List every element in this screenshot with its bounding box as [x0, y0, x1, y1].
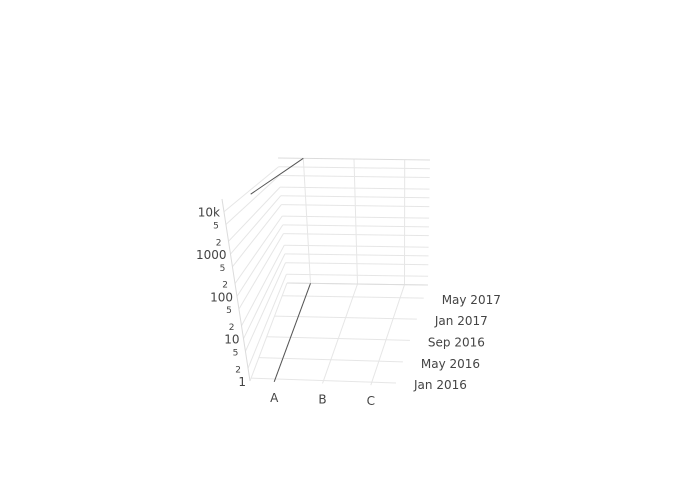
grid-line-x-floor	[370, 284, 405, 386]
grid-line-z-side	[243, 253, 286, 339]
z-axis-line	[221, 198, 251, 382]
z-minor-tick-label: 2	[235, 365, 241, 375]
grid-line-z-side	[247, 274, 287, 369]
grid-line-z-side	[241, 244, 285, 327]
grid-line-z-side	[244, 262, 286, 352]
z-minor-tick-label: 5	[233, 348, 239, 358]
grid-line-z-side	[249, 282, 288, 382]
z-minor-tick-label: 2	[216, 238, 222, 248]
grid-line-z-side	[230, 195, 282, 255]
x-tick-label: B	[318, 393, 326, 407]
top-back-edge	[277, 157, 431, 161]
z-minor-tick-label: 2	[229, 323, 235, 333]
grid-line-z-side	[234, 215, 283, 284]
y-tick-label: May 2016	[421, 357, 480, 371]
y-tick-label: Sep 2016	[428, 335, 485, 349]
chart-grid	[221, 157, 431, 386]
x-tick-label: A	[270, 391, 279, 405]
x-tick-label: C	[367, 394, 375, 408]
series-line-0	[250, 157, 304, 195]
y-tick-label: Jan 2017	[434, 314, 488, 328]
z-minor-tick-label: 5	[220, 264, 226, 274]
z-tick-label: 1	[238, 375, 246, 389]
grid-line-z-side	[232, 204, 282, 268]
chart-series	[250, 157, 311, 382]
grid-line-z-side	[225, 175, 280, 225]
grid-line-z-side	[236, 224, 284, 297]
z-tick-label: 1000	[196, 248, 227, 262]
series-line-1	[273, 283, 311, 382]
z-tick-label: 10	[224, 333, 239, 347]
y-tick-label: Jan 2016	[413, 378, 467, 392]
grid-line-x-back	[302, 158, 311, 284]
grid-line-x-back	[353, 158, 358, 285]
grid-line-z-side	[228, 186, 281, 242]
grid-line-z-side	[223, 166, 279, 213]
z-minor-tick-label: 2	[222, 281, 228, 291]
chart-tick-labels: 1 10 100 1000 10k 2 5 2 5 2 5 2 5 A B C Jan 2016 May 2016…	[196, 206, 501, 409]
z-minor-tick-label: 5	[226, 306, 232, 316]
z-tick-label: 100	[210, 290, 233, 304]
z-minor-tick-label: 5	[213, 222, 219, 232]
y-tick-label: May 2017	[442, 293, 501, 307]
grid-line-z-side	[238, 233, 284, 310]
grid-line-y-floor	[251, 377, 397, 384]
grid-line-x-floor	[322, 283, 358, 384]
z-tick-label: 10k	[198, 206, 220, 220]
